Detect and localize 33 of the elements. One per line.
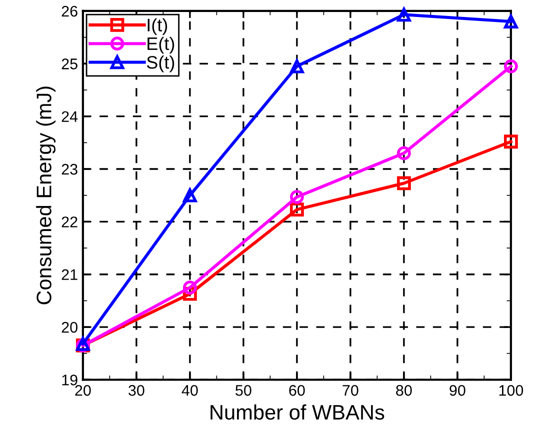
x-tick-label: 20	[75, 385, 91, 396]
x-tick-label: 50	[236, 385, 252, 396]
x-tick-label: 60	[289, 385, 305, 396]
y-tick-label: 20	[62, 322, 78, 333]
point	[396, 176, 411, 190]
legend-label: E(t)	[148, 36, 174, 54]
point	[290, 190, 304, 204]
x-tick-label: 80	[396, 385, 412, 396]
point	[182, 188, 197, 202]
legend-label: I(t)	[148, 18, 168, 36]
y-tick-label: 21	[62, 269, 78, 280]
point	[504, 59, 518, 74]
x-axis-title: Number of WBANs	[210, 404, 384, 420]
point	[396, 8, 411, 22]
point	[290, 202, 304, 217]
x-tick-label: 90	[450, 385, 466, 396]
point	[504, 134, 518, 149]
y-tick-label: 22	[62, 216, 78, 228]
y-axis-title: Consumed Energy (mJ)	[36, 86, 56, 304]
x-tick-label: 100	[499, 385, 524, 396]
y-tick-label: 19	[62, 374, 78, 386]
x-tick-label: 40	[182, 385, 198, 396]
legend-label: S(t)	[146, 55, 174, 72]
y-tick-label: 24	[62, 111, 78, 122]
y-tick-label: 23	[62, 164, 78, 175]
x-tick-label: 30	[128, 385, 144, 396]
point	[396, 146, 411, 160]
y-tick-label: 26	[62, 6, 78, 17]
point	[182, 280, 197, 294]
point	[504, 14, 518, 28]
y-tick-label: 25	[62, 58, 78, 70]
x-tick-label: 70	[342, 385, 358, 396]
point	[290, 59, 304, 74]
